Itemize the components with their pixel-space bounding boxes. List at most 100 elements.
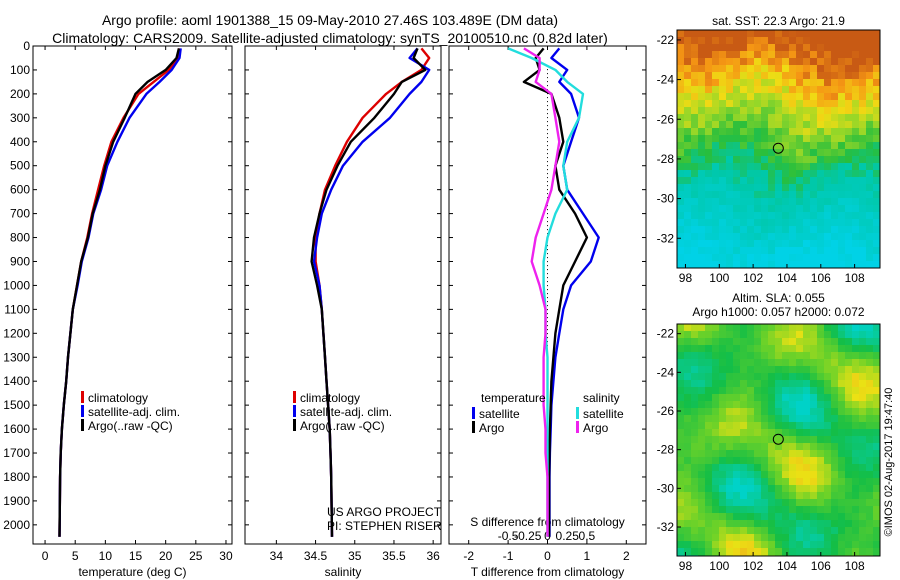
map-x-tick-label: 102 [743,559,763,573]
map-cell [866,86,873,93]
map-cell [796,443,803,450]
map-cell [782,156,789,163]
map-cell [677,492,684,499]
map-cell [775,527,782,534]
map-cell [733,37,740,44]
map-cell [824,415,831,422]
map-cell [873,436,880,443]
map-cell [684,65,691,72]
map-cell [733,135,740,142]
map-cell [719,373,726,380]
map-cell [691,198,698,205]
map-cell [677,226,684,233]
map-cell [810,247,817,254]
map-cell [747,51,754,58]
map-cell [740,37,747,44]
map-cell [733,492,740,499]
map-cell [824,65,831,72]
map-cell [719,513,726,520]
map-cell [740,226,747,233]
map-cell [859,107,866,114]
map-cell [726,44,733,51]
map-cell [712,65,719,72]
map-cell [852,506,859,513]
map-cell [845,338,852,345]
map-cell [768,471,775,478]
map-cell [831,93,838,100]
map-cell [677,149,684,156]
map-cell [817,366,824,373]
map-cell [859,527,866,534]
map-cell [789,100,796,107]
map-cell [719,135,726,142]
map-cell [726,422,733,429]
map-cell [747,394,754,401]
map-cell [873,198,880,205]
map-cell [789,366,796,373]
map-cell [789,163,796,170]
map-cell [719,58,726,65]
map-cell [866,548,873,555]
map-cell [747,156,754,163]
map-y-tick-label: -28 [657,443,675,457]
map-cell [691,443,698,450]
map-cell [803,58,810,65]
map-cell [845,387,852,394]
map-cell [817,247,824,254]
map-cell [761,464,768,471]
map-cell [733,520,740,527]
map-field [677,324,880,556]
map-cell [831,548,838,555]
map-cell [719,254,726,261]
map-cell [810,527,817,534]
map-cell [726,72,733,79]
map-cell [740,499,747,506]
map-cell [796,366,803,373]
map-cell [810,226,817,233]
map-cell [698,79,705,86]
map-cell [789,401,796,408]
map-cell [859,114,866,121]
map-cell [873,324,880,331]
map-cell [761,436,768,443]
map-cell [761,485,768,492]
map-cell [775,149,782,156]
map-cell [859,429,866,436]
map-cell [768,198,775,205]
x-tick-label: 1 [584,549,591,563]
map-cell [726,499,733,506]
map-cell [852,254,859,261]
map-cell [719,156,726,163]
map-cell [838,366,845,373]
map-cell [691,548,698,555]
map-cell [824,464,831,471]
map-cell [712,121,719,128]
map-cell [677,352,684,359]
map-cell [768,149,775,156]
map-cell [677,233,684,240]
map-cell [824,366,831,373]
map-cell [803,142,810,149]
map-cell [761,373,768,380]
map-cell [824,548,831,555]
map-cell [768,254,775,261]
map-cell [845,422,852,429]
map-cell [831,443,838,450]
map-cell [838,240,845,247]
map-cell [859,44,866,51]
map-cell [677,450,684,457]
map-cell [782,520,789,527]
map-cell [719,429,726,436]
map-cell [838,163,845,170]
map-cell [824,191,831,198]
map-cell [838,478,845,485]
map-cell [845,114,852,121]
map-cell [684,429,691,436]
map-cell [852,492,859,499]
map-cell [796,128,803,135]
map-cell [684,142,691,149]
map-cell [838,79,845,86]
map-cell [859,191,866,198]
map-cell [803,184,810,191]
